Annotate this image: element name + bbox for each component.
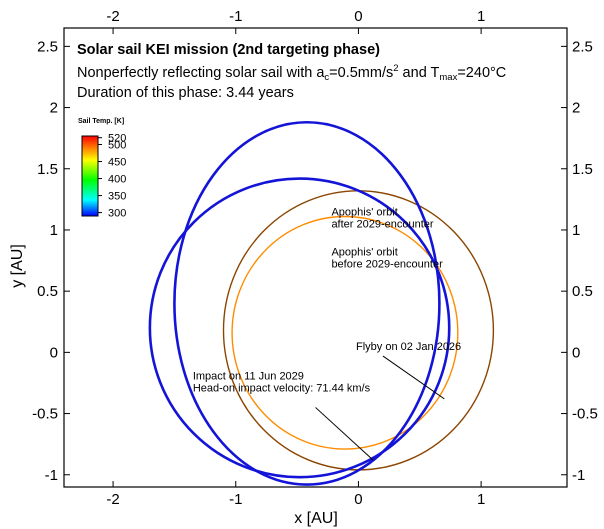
colorbar-tick-label: 450 (108, 157, 126, 169)
x-tick-label-top: -1 (229, 8, 242, 25)
x-tick-label-top: -2 (106, 8, 119, 25)
y-tick-label-left: 0 (50, 344, 58, 361)
annotation-leader (315, 407, 374, 461)
orbit-label: Apophis' orbit before 2029-encounter (331, 247, 443, 271)
x-tick-label-bottom: 1 (477, 491, 485, 508)
sail-trajectory-loop (148, 177, 451, 479)
y-axis-label: y [AU] (9, 244, 26, 288)
axis-ticks: -2 -2 -1 -1 0 0 1 1 -1 -1 -0.5 -0.5 0 0 0.5 0.5 1 1 1.5 1.5… (32, 8, 598, 508)
y-tick-label-right: 1.5 (572, 161, 593, 178)
annotation-lines (315, 355, 445, 461)
y-tick-label-left: 2 (50, 100, 58, 117)
x-tick-label-bottom: 0 (354, 491, 362, 508)
colorbar-title: Sail Temp. [K] (78, 118, 124, 125)
y-tick-label-left: -0.5 (32, 406, 58, 423)
y-tick-label-right: 0.5 (572, 283, 593, 300)
orbit-label: Apophis' orbit after 2029-encounter (331, 206, 433, 230)
trajectory-layer (148, 120, 451, 486)
y-tick-label-right: -0.5 (572, 406, 598, 423)
chart-subtitle: Nonperfectly reflecting solar sail with … (77, 63, 506, 83)
annotation-text: Flyby on 02 Jan 2026 (356, 341, 461, 353)
colorbar-gradient (81, 135, 99, 217)
y-tick-label-left: 1.5 (37, 161, 58, 178)
y-tick-label-left: -1 (45, 467, 58, 484)
colorbar-tick-label: 300 (108, 208, 126, 220)
annotation-text: Impact on 11 Jun 2029 Head-on impact velo… (193, 370, 371, 394)
y-tick-label-right: 2 (572, 100, 580, 117)
x-tick-label-bottom: -2 (106, 491, 119, 508)
y-tick-label-left: 2.5 (37, 38, 58, 55)
chart-title: Solar sail KEI mission (2nd targeting ph… (77, 42, 380, 58)
orbit-labels: Apophis' orbit after 2029-encounter Apophi… (331, 206, 443, 270)
y-tick-label-right: -1 (572, 467, 585, 484)
y-tick-label-right: 2.5 (572, 38, 593, 55)
colorbar-tick-label: 400 (108, 174, 126, 186)
x-tick-label-top: 1 (477, 8, 485, 25)
colorbar-tick-label: 350 (108, 191, 126, 203)
x-tick-label-top: 0 (354, 8, 362, 25)
sail-trajectory-loop (173, 120, 441, 486)
annotation-leader (382, 355, 445, 400)
orbits-layer (222, 190, 495, 471)
y-tick-label-right: 0 (572, 344, 580, 361)
chart-duration: Duration of this phase: 3.44 years (77, 85, 294, 101)
x-axis-label: x [AU] (294, 510, 338, 527)
y-tick-label-left: 1 (50, 222, 58, 239)
colorbar-tick-label: 500 (108, 140, 126, 152)
y-tick-label-right: 1 (572, 222, 580, 239)
colorbar-tick-label: 520 (108, 133, 126, 145)
plot-frame (63, 27, 568, 488)
annotation-texts: Flyby on 02 Jan 2026 Impact on 11 Jun 202… (193, 341, 461, 394)
x-tick-label-bottom: -1 (229, 491, 242, 508)
y-tick-label-left: 0.5 (37, 283, 58, 300)
apophis-orbit (222, 190, 495, 471)
apophis-orbit (231, 215, 459, 450)
